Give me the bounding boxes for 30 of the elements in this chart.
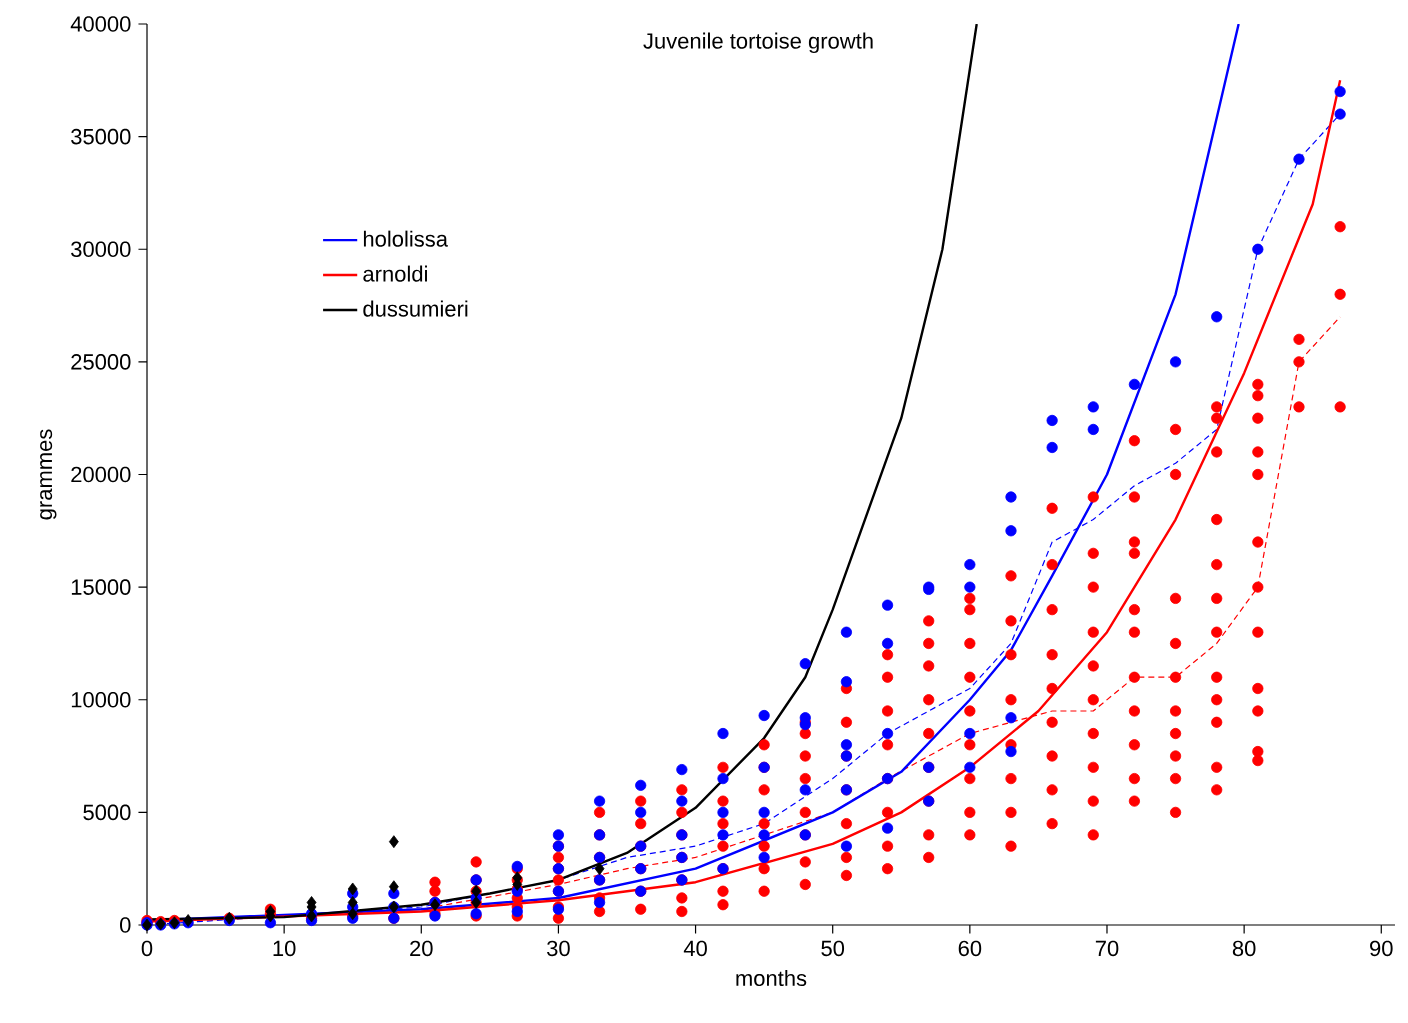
x-tick-label: 90	[1370, 940, 1393, 957]
y-tick-label: 15000	[71, 579, 131, 595]
legend-label: arnoldi	[363, 265, 427, 282]
point	[388, 880, 399, 894]
x-tick-label: 30	[547, 940, 570, 957]
y-tick-label: 35000	[71, 128, 131, 145]
y-tick-label: 40000	[70, 16, 131, 32]
y-tick-label: 10000	[71, 691, 131, 708]
y-axis-title: grammes	[40, 429, 57, 520]
y-tick-label: 5000	[83, 804, 131, 821]
x-tick-label: 10	[273, 940, 296, 957]
chart-title: Juvenile tortoise growth	[643, 32, 873, 54]
x-tick-label: 60	[958, 940, 982, 957]
x-tick-label: 70	[1095, 940, 1119, 957]
x-tick-label: 0	[141, 940, 153, 957]
x-tick-label: 40	[683, 940, 707, 957]
y-tick-label: 25000	[71, 354, 131, 370]
point	[347, 882, 358, 896]
x-tick-label: 20	[410, 940, 433, 957]
y-tick-label: 20000	[71, 466, 131, 483]
x-axis-title: months	[736, 969, 807, 987]
legend-label: hololissa	[363, 230, 448, 247]
point	[594, 862, 605, 876]
y-tick-label: 0	[120, 917, 131, 933]
point	[388, 835, 399, 849]
x-tick-label: 50	[821, 940, 845, 957]
legend-label: dussumieri	[363, 300, 468, 317]
x-tick-label: 80	[1232, 940, 1256, 957]
y-tick-label: 30000	[71, 241, 131, 258]
point	[347, 896, 358, 909]
